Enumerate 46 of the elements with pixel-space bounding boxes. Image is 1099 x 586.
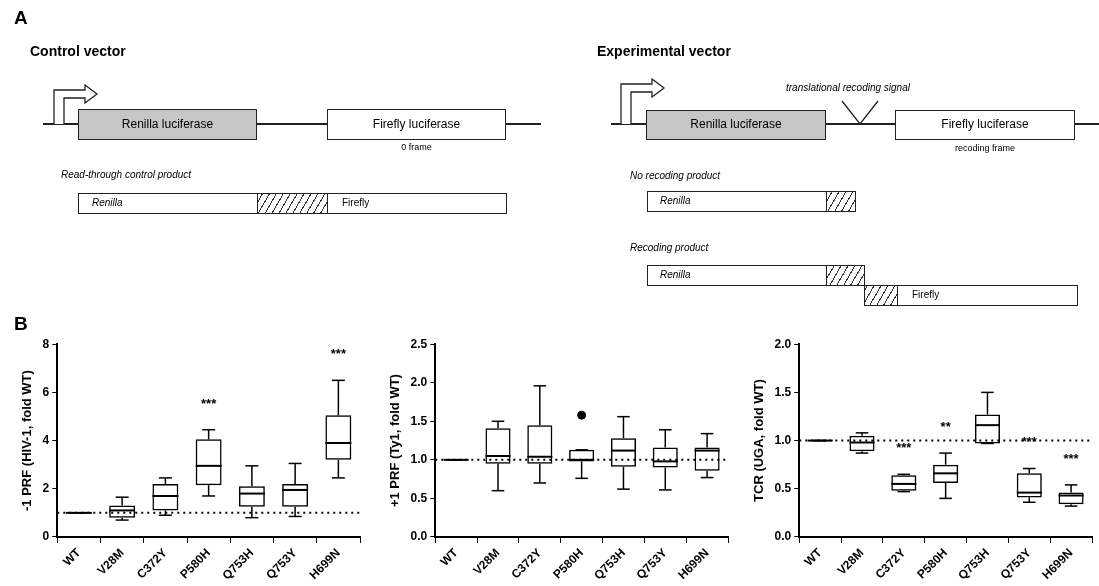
y-tick-label: 0 [42,529,50,544]
text: A [14,7,28,29]
annotation: *** [201,395,218,411]
text: Renilla [92,197,123,208]
y-tick-label: 1.0 [774,432,792,447]
y-tick-label: 0.0 [410,529,428,544]
x-tick-label: WT [60,545,84,569]
y-tick-label: 1.5 [774,384,792,399]
text: translational recoding signal [786,82,910,93]
text: B [14,313,28,335]
text: 0 frame [400,142,433,153]
text: Read-through control product [61,169,192,180]
text: Control vector [30,43,126,60]
y-tick-label: 0.5 [774,481,792,496]
x-tick-label: WT [437,545,462,569]
text: Renilla [660,195,691,206]
text: Renilla [660,269,691,280]
text: Renilla luciferase [689,117,783,132]
text: Firefly luciferase [371,117,462,132]
y-axis-title: +1 PRF (Ty1, fold WT) [387,374,403,508]
annotation: *** [896,440,913,456]
text: Renilla luciferase [120,117,215,132]
x-tick-label: WT [801,545,826,569]
text: recoding frame [954,143,1016,154]
annotation: ** [940,418,952,434]
y-tick-label: 0.0 [774,529,792,544]
y-tick-label: 1.0 [410,452,428,467]
y-tick-label: 2 [42,481,50,496]
text: Firefly luciferase [940,117,1030,132]
y-tick-label: 2.0 [410,375,428,390]
text: Experimental vector [597,43,731,60]
text: Recoding product [630,242,709,253]
y-axis-title: -1 PRF (HIV-1, fold WT) [19,370,35,511]
text: Firefly [342,197,370,208]
y-tick-label: 8 [42,336,50,351]
annotation: *** [1063,450,1080,466]
text: Firefly [912,289,940,300]
text: No recoding product [630,170,721,181]
y-tick-label: 6 [42,384,50,399]
y-tick-label: 4 [42,432,50,447]
y-axis-title: TCR (UGA, fold WT) [751,379,767,502]
y-tick-label: 0.5 [410,490,428,505]
y-tick-label: 2.5 [410,336,428,351]
annotation: *** [330,346,347,362]
y-tick-label: 2.0 [774,336,792,351]
y-tick-label: 1.5 [410,413,428,428]
